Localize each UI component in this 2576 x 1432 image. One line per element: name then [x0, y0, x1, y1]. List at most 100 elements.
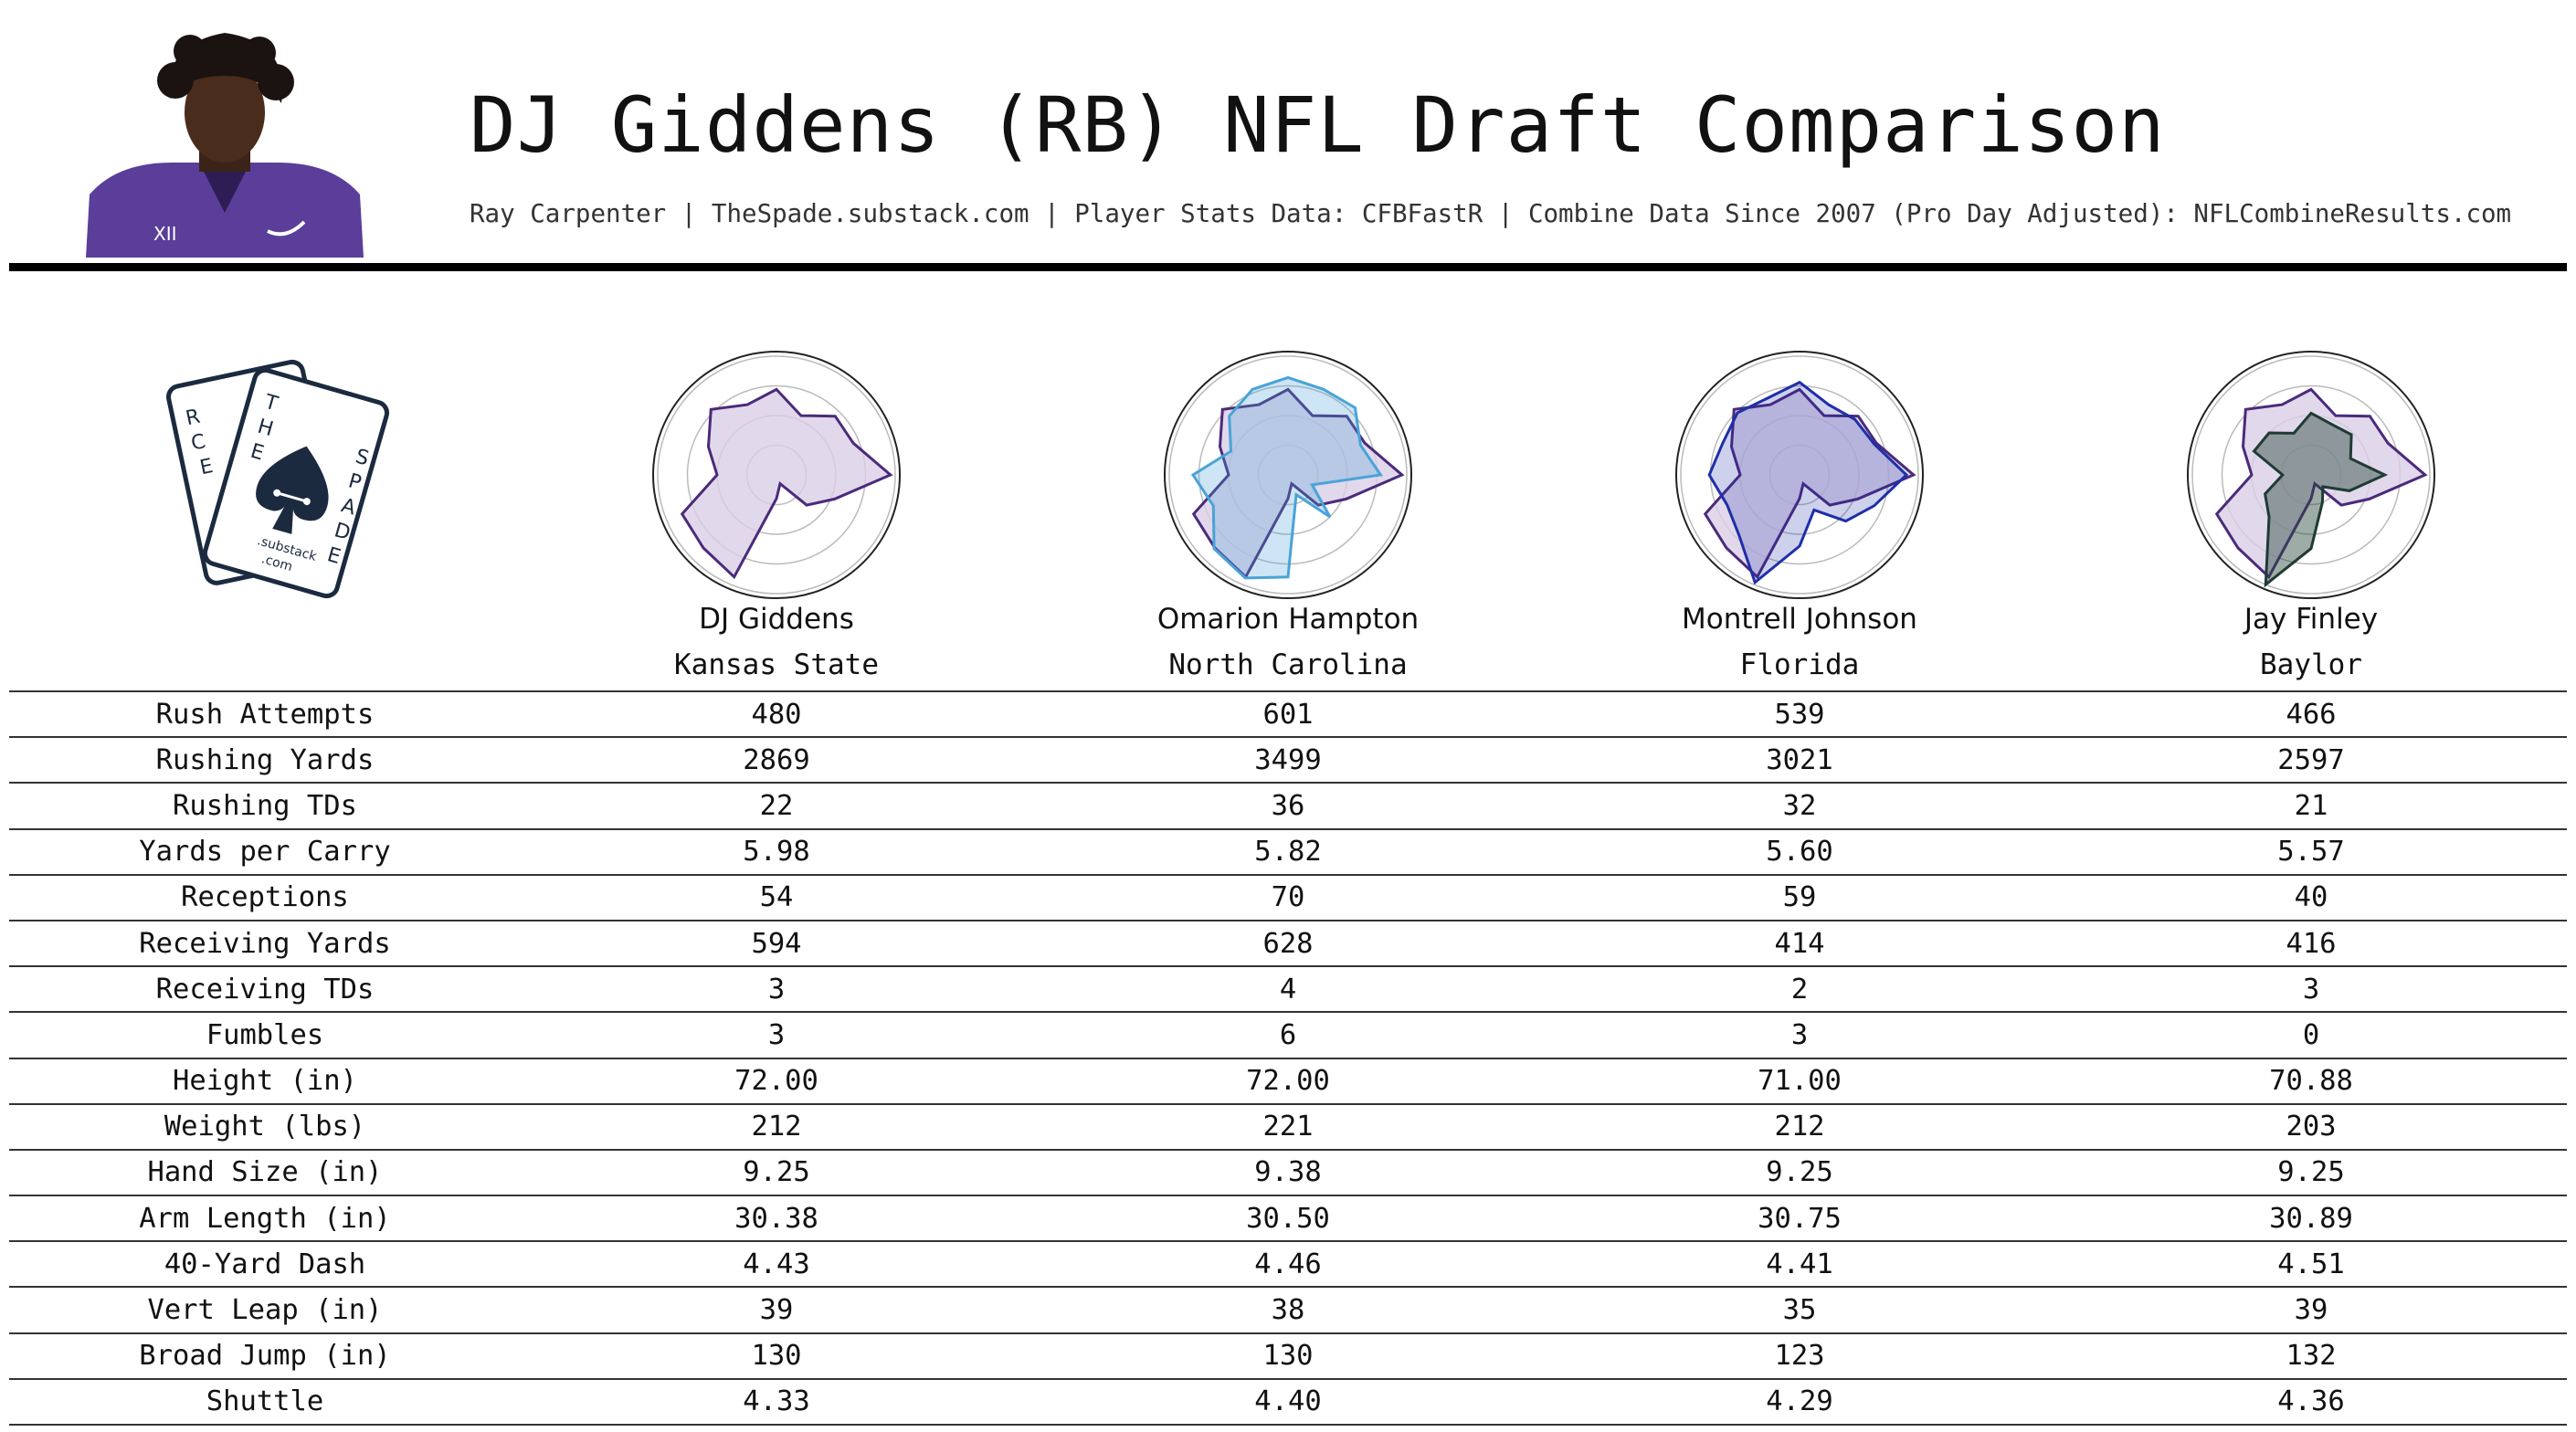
stat-value: 30.38 [521, 1195, 1032, 1243]
table-row: Hand Size (in) 9.25 9.38 9.25 9.25 [9, 1149, 2567, 1197]
logo-letter: A [339, 494, 358, 520]
stat-value: 539 [1544, 690, 2055, 739]
logo-letter: E [324, 543, 343, 569]
player-name-johnson: Montrell Johnson [1682, 603, 1917, 636]
stat-value: 4.46 [1032, 1241, 1544, 1289]
stat-label: Weight (lbs) [9, 1103, 521, 1151]
radar-series-hampton [1190, 375, 1383, 580]
stat-value: 3 [2055, 966, 2567, 1014]
logo-letter: S [353, 445, 371, 470]
stat-value: 212 [1544, 1103, 2055, 1151]
stat-value: 54 [521, 874, 1032, 921]
stat-value: 3499 [1032, 737, 1544, 784]
stat-label: Hand Size (in) [9, 1149, 521, 1197]
stat-value: 130 [1032, 1332, 1544, 1380]
stat-value: 2869 [521, 737, 1032, 784]
table-row: Weight (lbs) 212 221 212 203 [9, 1103, 2567, 1151]
stat-label: Receiving TDs [9, 966, 521, 1014]
stat-value: 21 [2055, 783, 2567, 830]
stat-label: Yards per Carry [9, 828, 521, 876]
stat-value: 40 [2055, 874, 2567, 921]
stat-value: 4.40 [1032, 1378, 1544, 1427]
stat-value: 22 [521, 783, 1032, 830]
table-row: Broad Jump (in) 130 130 123 132 [9, 1332, 2567, 1380]
logo-letter: R [184, 405, 202, 431]
stat-value: 4 [1032, 966, 1544, 1014]
stat-value: 35 [1544, 1287, 2055, 1334]
header-divider [9, 263, 2567, 271]
stat-value: 2597 [2055, 737, 2567, 784]
the-spade-logo: R C E T H E S P A D E .substack .com [161, 347, 395, 612]
stat-value: 3021 [1544, 737, 2055, 784]
table-row: Fumbles 3 6 3 0 [9, 1012, 2567, 1059]
page-title: DJ Giddens (RB) NFL Draft Comparison [470, 80, 2166, 170]
logo-letter: H [255, 416, 276, 442]
table-row: Arm Length (in) 30.38 30.50 30.75 30.89 [9, 1195, 2567, 1243]
stat-value: 5.57 [2055, 828, 2567, 876]
stat-value: 5.60 [1544, 828, 2055, 876]
stat-label: Rushing TDs [9, 783, 521, 830]
player-name-hampton: Omarion Hampton [1156, 603, 1420, 636]
stat-value: 9.25 [1544, 1149, 2055, 1197]
stat-value: 480 [521, 690, 1032, 739]
player-name-giddens: DJ Giddens [699, 603, 854, 636]
table-row: Rush Attempts 480 601 539 466 [9, 690, 2567, 739]
stat-value: 71.00 [1544, 1058, 2055, 1105]
stat-value: 3 [521, 966, 1032, 1014]
stat-value: 2 [1544, 966, 2055, 1014]
logo-letter: P [345, 469, 364, 495]
stat-label: Fumbles [9, 1012, 521, 1059]
table-row: Receptions 54 70 59 40 [9, 874, 2567, 921]
stat-value: 4.41 [1544, 1241, 2055, 1289]
stat-value: 70.88 [2055, 1058, 2567, 1105]
stat-value: 212 [521, 1103, 1032, 1151]
stat-label: Shuttle [9, 1378, 521, 1427]
stat-label: Arm Length (in) [9, 1195, 521, 1243]
stat-value: 221 [1032, 1103, 1544, 1151]
stat-label: Broad Jump (in) [9, 1332, 521, 1380]
page-subtitle: Ray Carpenter | TheSpade.substack.com | … [470, 199, 2512, 228]
stat-value: 132 [2055, 1332, 2567, 1380]
stat-value: 4.51 [2055, 1241, 2567, 1289]
stat-value: 4.36 [2055, 1378, 2567, 1427]
stat-value: 594 [521, 920, 1032, 968]
table-row: 40-Yard Dash 4.43 4.46 4.41 4.51 [9, 1241, 2567, 1289]
table-row: Yards per Carry 5.98 5.82 5.60 5.57 [9, 828, 2567, 876]
logo-letter: D [332, 519, 353, 545]
player-photo: XII [80, 26, 369, 258]
table-row: Shuttle 4.33 4.40 4.29 4.36 [9, 1378, 2567, 1427]
table-row: Receiving Yards 594 628 414 416 [9, 920, 2567, 968]
table-row: Rushing Yards 2869 3499 3021 2597 [9, 737, 2567, 784]
stat-value: 203 [2055, 1103, 2567, 1151]
stat-value: 628 [1032, 920, 1544, 968]
stat-value: 4.33 [521, 1378, 1032, 1427]
table-row: Height (in) 72.00 72.00 71.00 70.88 [9, 1058, 2567, 1105]
logo-letter: E [248, 440, 266, 466]
stat-label: Rush Attempts [9, 690, 521, 739]
stat-label: 40-Yard Dash [9, 1241, 521, 1289]
stat-value: 5.98 [521, 828, 1032, 876]
stat-label: Receiving Yards [9, 920, 521, 968]
stat-value: 5.82 [1032, 828, 1544, 876]
stat-label: Rushing Yards [9, 737, 521, 784]
stat-label: Vert Leap (in) [9, 1287, 521, 1334]
radar-grid-ring [1680, 355, 1919, 595]
stat-label: Receptions [9, 874, 521, 921]
stat-value: 59 [1544, 874, 2055, 921]
stats-table: Rush Attempts 480 601 539 466 Rushing Yards 28… [9, 690, 2567, 1427]
stat-value: 9.25 [521, 1149, 1032, 1197]
stat-value: 9.25 [2055, 1149, 2567, 1197]
stat-value: 30.89 [2055, 1195, 2567, 1243]
stat-value: 466 [2055, 690, 2567, 739]
radar-charts [652, 351, 2435, 599]
player-school-finley: Baylor [2260, 648, 2362, 681]
stat-value: 38 [1032, 1287, 1544, 1334]
stat-value: 9.38 [1032, 1149, 1544, 1197]
stat-value: 3 [1544, 1012, 2055, 1059]
stat-value: 72.00 [521, 1058, 1032, 1105]
radar-series-giddens [680, 387, 893, 580]
table-row: Rushing TDs 22 36 32 21 [9, 783, 2567, 830]
radar-grid-ring [657, 355, 896, 595]
stat-value: 601 [1032, 690, 1544, 739]
radar-series-finley [2252, 411, 2389, 588]
